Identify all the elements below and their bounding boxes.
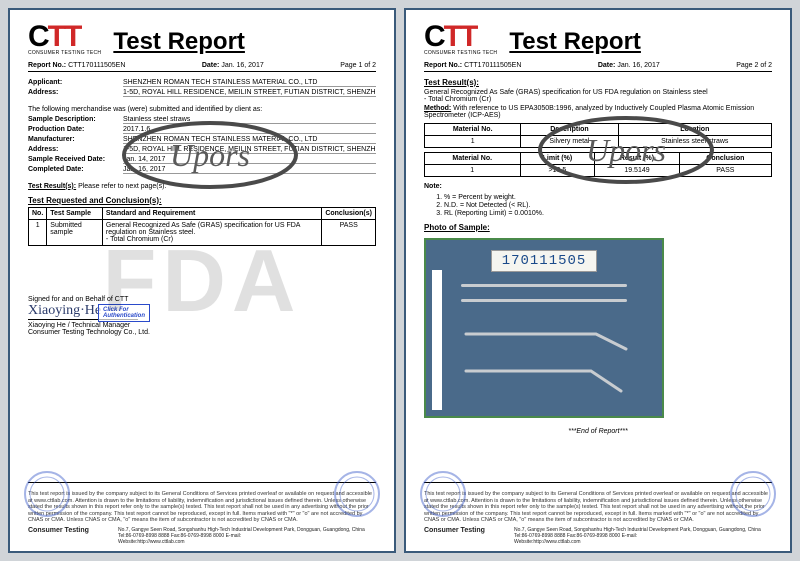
straw-2 bbox=[461, 299, 626, 302]
applicant-label: Applicant: bbox=[28, 79, 123, 87]
conclusion-table: No.Test SampleStandard and RequirementCo… bbox=[28, 207, 376, 246]
disclaimer-2: This test report is issued by the compan… bbox=[424, 491, 772, 524]
report-no-label: Report No.: bbox=[28, 62, 66, 69]
address: 1-5D, ROYAL HILL RESIDENCE, MEILIN STREE… bbox=[123, 89, 376, 97]
footer-seal-2a bbox=[418, 469, 468, 521]
notes-list: % = Percent by weight.N.D. = Not Detecte… bbox=[424, 194, 772, 217]
report-no: CTT170111505EN bbox=[68, 62, 125, 69]
report-page-1: FDA Upors CTT CONSUMER TESTING TECH Test… bbox=[8, 8, 396, 553]
footer-seal-1a bbox=[22, 469, 72, 521]
applicant: SHENZHEN ROMAN TECH STAINLESS MATERIAL C… bbox=[123, 79, 376, 87]
date-label: Date: bbox=[202, 62, 220, 69]
details-block: Sample Description:Stainless steel straw… bbox=[28, 115, 376, 175]
end-of-report: ***End of Report*** bbox=[424, 428, 772, 435]
footer-company: Consumer Testing bbox=[28, 527, 118, 534]
page-num-2: Page 2 of 2 bbox=[736, 62, 772, 69]
detail-row: Production Date:2017.1.6 bbox=[28, 125, 376, 135]
report-title: Test Report bbox=[113, 28, 376, 56]
footer-seal-1b bbox=[332, 469, 382, 521]
footer-2: This test report is issued by the compan… bbox=[424, 482, 772, 545]
results-label-2: Test Result(s): bbox=[424, 78, 772, 87]
note-label: Note: bbox=[424, 183, 772, 190]
footer-web: Website:http://www.cttlab.com bbox=[118, 539, 376, 545]
results-label: Test Result(s): bbox=[28, 183, 76, 190]
header-row-2: CTT CONSUMER TESTING TECH Test Report bbox=[424, 24, 772, 56]
address-label: Address: bbox=[28, 89, 123, 97]
detail-row: Address:1-5D, ROYAL HILL RESIDENCE, MEIL… bbox=[28, 145, 376, 155]
detail-row: Sample Description:Stainless steel straw… bbox=[28, 115, 376, 125]
sample-photo: 170111505 bbox=[424, 238, 664, 418]
signed-label: Signed for and on Behalf of CTT bbox=[28, 296, 376, 303]
material-table: Material No.DescriptionLocation1Silvery … bbox=[424, 123, 772, 148]
detail-row: Completed Date:Jan. 16, 2017 bbox=[28, 165, 376, 175]
meta-line-2: Report No.: CTT170111505EN Date: Jan. 16… bbox=[424, 60, 772, 72]
page-num-1: Page 1 of 2 bbox=[340, 62, 376, 69]
method-label: Method: bbox=[424, 105, 451, 112]
detail-row: Manufacturer:SHENZHEN ROMAN TECH STAINLE… bbox=[28, 135, 376, 145]
date: Jan. 16, 2017 bbox=[221, 62, 263, 69]
report-title-2: Test Report bbox=[509, 28, 772, 56]
result-table: Material No.Limit (%)Result (%)Conclusio… bbox=[424, 152, 772, 177]
footer-1: This test report is issued by the compan… bbox=[28, 482, 376, 545]
ruler bbox=[432, 270, 442, 410]
signer-company: Consumer Testing Technology Co., Ltd. bbox=[28, 329, 376, 336]
ctt-logo: CTT CONSUMER TESTING TECH bbox=[28, 24, 101, 56]
straw-3-bent bbox=[461, 314, 626, 356]
header-row: CTT CONSUMER TESTING TECH Test Report bbox=[28, 24, 376, 56]
meta-line-1: Report No.: CTT170111505EN Date: Jan. 16… bbox=[28, 60, 376, 72]
spec-text: General Recognized As Safe (GRAS) specif… bbox=[424, 89, 772, 103]
straw-1 bbox=[461, 284, 626, 287]
results-text: Please refer to next page(s). bbox=[78, 183, 166, 190]
footer-seal-2b bbox=[728, 469, 778, 521]
detail-row: Sample Received Date:Jan. 14, 2017 bbox=[28, 155, 376, 165]
sample-id: 170111505 bbox=[491, 250, 598, 272]
straw-4-bent bbox=[461, 356, 626, 398]
auth-stamp: Click ForAuthentication bbox=[98, 304, 150, 322]
ctt-logo-2: CTT CONSUMER TESTING TECH bbox=[424, 24, 497, 56]
signer-name: Xiaoying He / Technical Manager bbox=[28, 322, 376, 329]
photo-label: Photo of Sample: bbox=[424, 223, 772, 232]
disclaimer-1: This test report is issued by the compan… bbox=[28, 491, 376, 524]
report-page-2: Upors CTT CONSUMER TESTING TECH Test Rep… bbox=[404, 8, 792, 553]
signature-area: Signed for and on Behalf of CTT Xiaoying… bbox=[28, 296, 376, 336]
logo-sub: CONSUMER TESTING TECH bbox=[28, 50, 101, 56]
method-text: With reference to US EPA3050B:1996, anal… bbox=[424, 105, 754, 119]
logo-letters: CTT bbox=[28, 24, 101, 50]
intro-text: The following merchandise was (were) sub… bbox=[28, 106, 376, 113]
requested-label: Test Requested and Conclusion(s): bbox=[28, 196, 376, 205]
